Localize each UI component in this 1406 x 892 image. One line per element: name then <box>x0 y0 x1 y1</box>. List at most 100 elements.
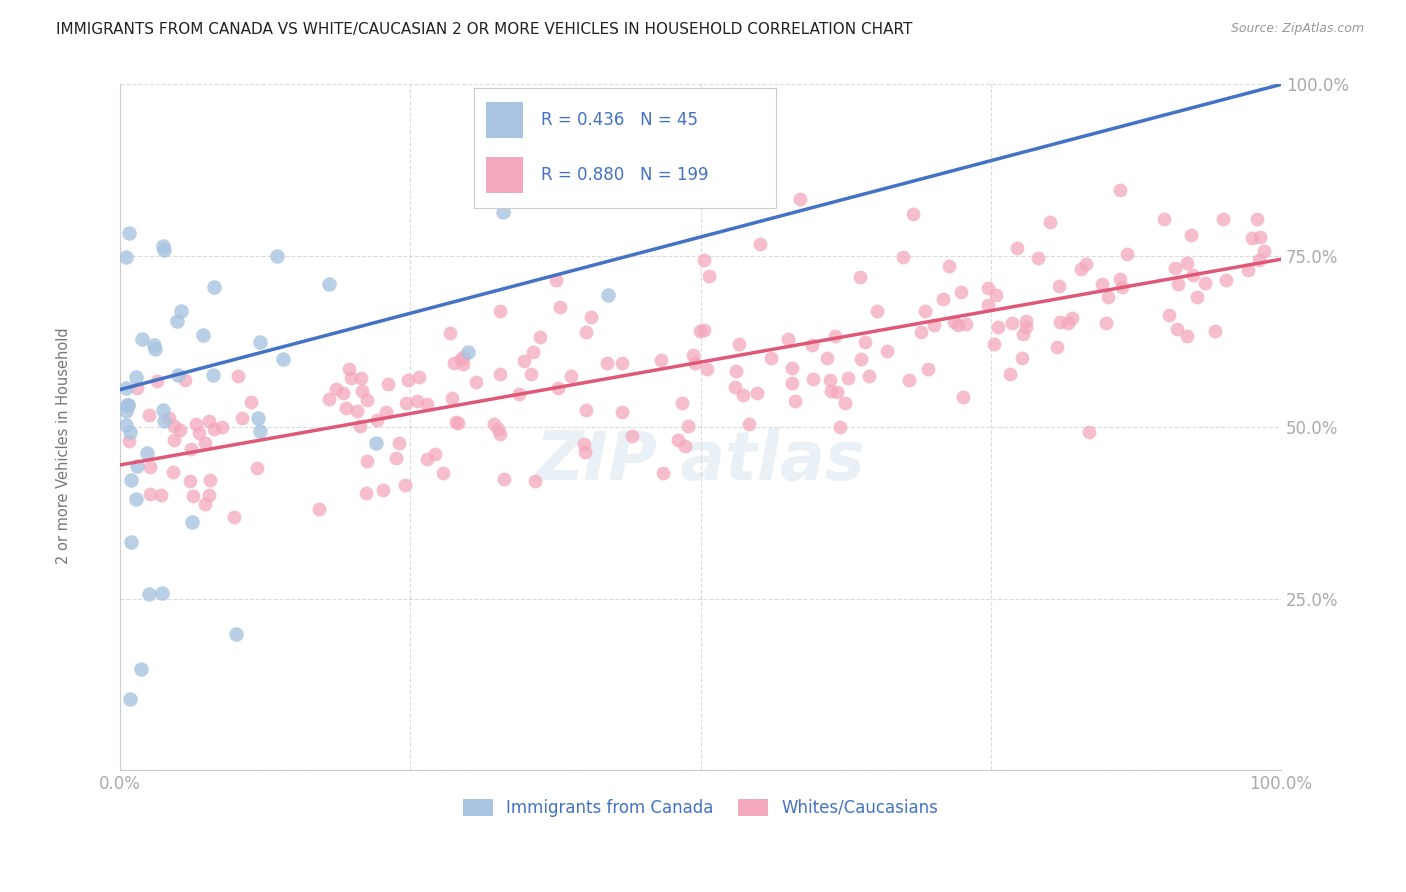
Point <box>789 192 811 206</box>
Point <box>118 434 141 448</box>
Point <box>783 394 806 409</box>
Point <box>465 375 488 389</box>
Point <box>489 304 512 318</box>
Point <box>666 433 689 447</box>
Point <box>492 472 515 486</box>
Point <box>332 385 354 400</box>
Point <box>120 473 142 487</box>
Point <box>876 344 898 359</box>
Point <box>1015 314 1038 328</box>
Point <box>818 373 841 387</box>
Point <box>520 368 543 382</box>
Point <box>127 458 149 473</box>
Point <box>446 416 468 430</box>
Point <box>1247 253 1270 268</box>
Point <box>170 303 193 318</box>
Point <box>249 335 271 350</box>
Point <box>513 354 536 368</box>
Point <box>1097 290 1119 304</box>
Point <box>1111 280 1133 294</box>
Point <box>118 692 141 706</box>
Point <box>1167 277 1189 291</box>
Point <box>801 338 824 352</box>
Point <box>162 434 184 448</box>
Point <box>318 392 340 406</box>
Point <box>184 417 207 431</box>
Point <box>612 405 634 419</box>
Point <box>728 336 751 351</box>
Point <box>167 368 190 382</box>
Point <box>325 382 347 396</box>
Point <box>977 298 1000 312</box>
Point <box>815 351 838 365</box>
Point <box>1175 255 1198 269</box>
Point <box>188 425 211 440</box>
Point <box>222 510 245 524</box>
Point <box>395 395 418 409</box>
Point <box>548 300 571 314</box>
Point <box>179 474 201 488</box>
Point <box>1046 340 1069 354</box>
Point <box>529 329 551 343</box>
Point <box>1246 211 1268 226</box>
Point <box>443 356 465 370</box>
Point <box>523 474 546 488</box>
Point <box>596 288 619 302</box>
Point <box>522 345 544 359</box>
Point <box>346 403 368 417</box>
Point <box>139 487 162 501</box>
Point <box>202 280 225 294</box>
Point <box>352 384 374 398</box>
Point <box>180 515 202 529</box>
Point <box>1011 351 1033 366</box>
Point <box>986 288 1008 302</box>
Point <box>408 369 430 384</box>
Point <box>451 350 474 364</box>
Point <box>152 403 174 417</box>
Point <box>131 333 153 347</box>
Point <box>394 477 416 491</box>
Point <box>671 396 693 410</box>
Point <box>1070 261 1092 276</box>
Point <box>197 488 219 502</box>
Point <box>138 587 160 601</box>
Point <box>194 498 217 512</box>
Point <box>1091 277 1114 292</box>
Point <box>950 285 973 300</box>
Point <box>115 404 138 418</box>
Point <box>308 501 330 516</box>
Point <box>439 326 461 341</box>
Point <box>820 384 842 398</box>
Point <box>125 370 148 384</box>
Point <box>117 399 139 413</box>
Point <box>1240 230 1263 244</box>
Text: ZIP atlas: ZIP atlas <box>536 428 865 494</box>
Point <box>146 374 169 388</box>
Point <box>952 390 974 404</box>
Point <box>1212 212 1234 227</box>
Point <box>135 446 157 460</box>
Point <box>855 335 877 350</box>
Point <box>987 320 1010 334</box>
Point <box>157 410 180 425</box>
Point <box>1049 315 1071 329</box>
Point <box>246 461 269 475</box>
Point <box>682 348 704 362</box>
Point <box>1047 278 1070 293</box>
Text: Source: ZipAtlas.com: Source: ZipAtlas.com <box>1230 22 1364 36</box>
Point <box>1074 256 1097 270</box>
Point <box>1153 212 1175 227</box>
Point <box>858 369 880 384</box>
Point <box>891 250 914 264</box>
Point <box>897 373 920 387</box>
Point <box>349 419 371 434</box>
Point <box>180 442 202 457</box>
Point <box>356 454 378 468</box>
Point <box>356 392 378 407</box>
Point <box>115 250 138 264</box>
Point <box>152 239 174 253</box>
Point <box>150 586 173 600</box>
Point <box>489 368 512 382</box>
Point <box>340 370 363 384</box>
Point <box>922 318 945 333</box>
